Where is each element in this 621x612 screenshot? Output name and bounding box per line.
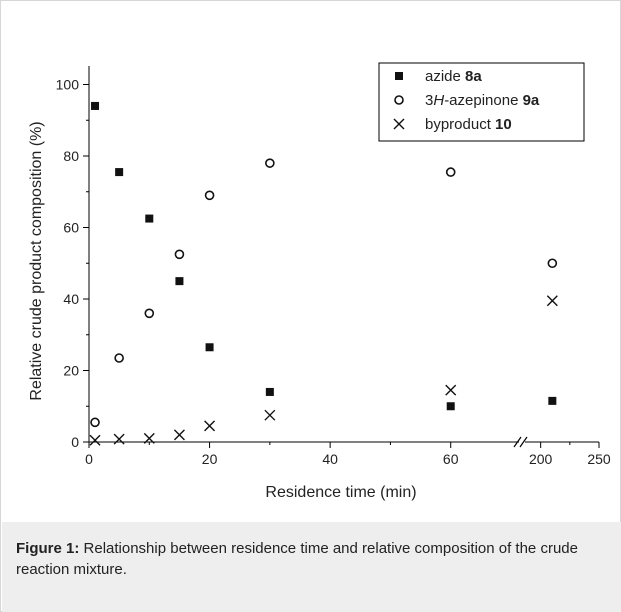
- y-tick-label: 80: [63, 148, 79, 164]
- axis-break-mark: [513, 436, 528, 448]
- x-tick-label: 200: [529, 451, 553, 467]
- y-axis-label: Relative crude product composition (%): [28, 121, 45, 400]
- cross-stroke: [546, 295, 558, 307]
- circle-point: [114, 353, 124, 363]
- caption-text: Relationship between residence time and …: [16, 540, 578, 578]
- y-axis-ticks: 0 20 40 60 80 100: [56, 77, 89, 450]
- legend-label: byproduct 10: [425, 116, 512, 133]
- series-0: [91, 101, 557, 411]
- circle-point: [144, 308, 155, 319]
- square-point: [446, 402, 455, 411]
- caption-box: Figure 1: Relationship between residence…: [2, 522, 621, 612]
- x-tick-label: 0: [85, 451, 93, 467]
- cross-point: [445, 384, 457, 396]
- figure-caption: Figure 1: Relationship between residence…: [16, 538, 606, 580]
- break-slash: [519, 436, 528, 448]
- x-tick-label: 20: [202, 451, 218, 467]
- cross-stroke: [264, 409, 276, 421]
- x-tick-label: 250: [587, 451, 611, 467]
- series-1: [90, 158, 558, 428]
- square-point: [145, 214, 154, 223]
- cross-stroke: [173, 429, 185, 441]
- y-tick-label: 100: [56, 77, 80, 93]
- cross-stroke: [89, 434, 101, 446]
- y-tick-label: 0: [71, 434, 79, 450]
- legend-marker: [393, 118, 405, 130]
- circle-point: [445, 167, 456, 177]
- circle-point: [265, 158, 275, 168]
- chart-axes: [88, 66, 599, 448]
- x-axis-ticks: 0 20 40 60 200 250: [85, 442, 611, 467]
- cross-point: [89, 434, 101, 446]
- square-point: [548, 396, 557, 405]
- legend-marker: [394, 95, 404, 105]
- square-point: [175, 277, 184, 286]
- y-tick-label: 20: [63, 363, 79, 379]
- cross-stroke: [143, 432, 155, 444]
- caption-label: Figure 1:: [16, 540, 80, 557]
- cross-stroke: [204, 420, 216, 432]
- legend-marker: [395, 72, 403, 80]
- break-slash: [513, 436, 522, 448]
- legend-label: azide 8a: [425, 68, 482, 85]
- cross-point: [143, 432, 155, 444]
- cross-point: [173, 429, 185, 441]
- x-tick-label: 60: [443, 451, 459, 467]
- cross-stroke: [113, 433, 125, 445]
- square-point: [115, 168, 124, 177]
- circle-point: [90, 417, 100, 428]
- cross-point: [264, 409, 276, 421]
- cross-point: [546, 295, 558, 307]
- x-tick-label: 40: [322, 451, 338, 467]
- cross-point: [204, 420, 216, 432]
- cross-point: [113, 433, 125, 445]
- square-point: [91, 101, 100, 110]
- circle-point: [547, 258, 558, 269]
- legend-box: [378, 62, 585, 142]
- square-point: [265, 387, 274, 396]
- legend-label: 3H-azepinone 9a: [425, 92, 540, 109]
- cross-stroke: [393, 118, 405, 130]
- x-axis-label: Residence time (min): [265, 484, 416, 501]
- y-tick-label: 60: [63, 220, 79, 236]
- scatter-chart: 0 20 40 60 80 100 0 20 40 60 200 250 Residence tim…: [28, 62, 611, 501]
- circle-point: [174, 249, 185, 260]
- y-tick-label: 40: [63, 291, 79, 307]
- circle-point: [204, 190, 215, 201]
- cross-stroke: [445, 384, 457, 396]
- data-marks: [89, 101, 558, 446]
- chart-legend: azide 8a 3H-azepinone 9a byproduct 10: [378, 62, 585, 142]
- square-point: [205, 343, 214, 352]
- series-2: [89, 295, 558, 446]
